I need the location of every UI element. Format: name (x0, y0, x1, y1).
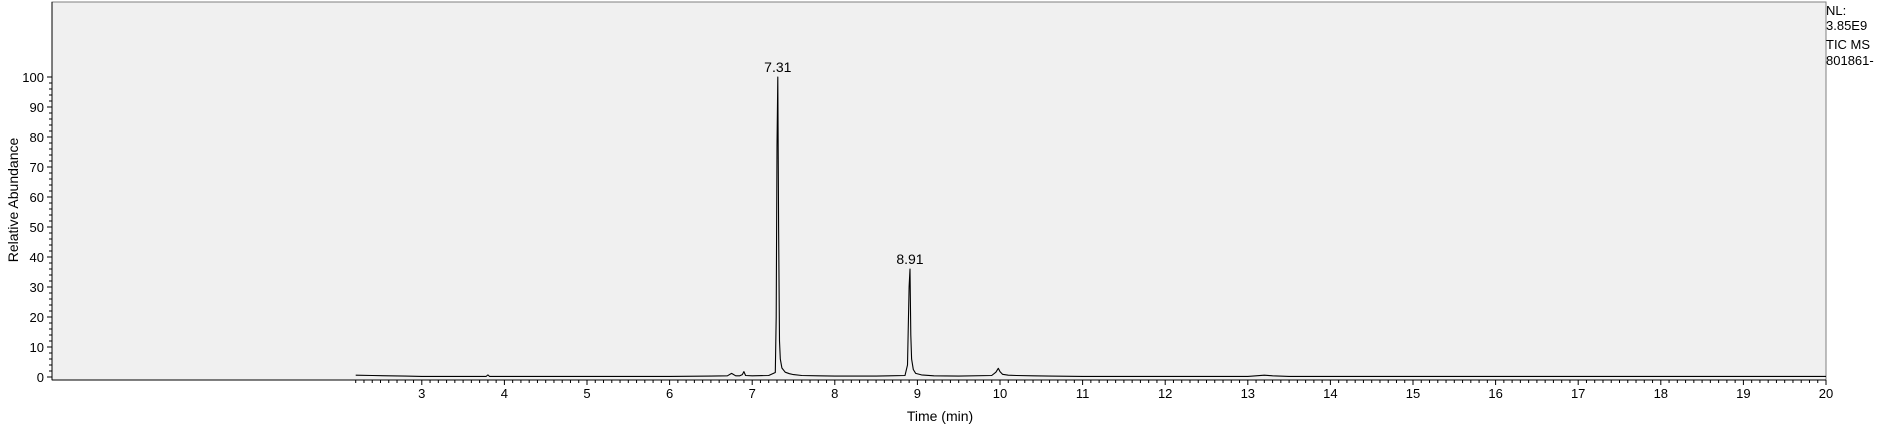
x-tick-label: 3 (418, 386, 425, 401)
plot-area (51, 1, 1827, 381)
x-tick-label: 9 (914, 386, 921, 401)
x-tick-label: 16 (1488, 386, 1502, 401)
y-tick-label: 90 (30, 100, 44, 115)
y-tick-label: 10 (30, 340, 44, 355)
x-tick-label: 13 (1241, 386, 1255, 401)
y-axis-title: Relative Abundance (5, 138, 21, 263)
x-tick-label: 18 (1654, 386, 1668, 401)
y-tick-label: 80 (30, 130, 44, 145)
x-tick-label: 10 (993, 386, 1007, 401)
x-tick-label: 5 (583, 386, 590, 401)
x-tick-label: 8 (831, 386, 838, 401)
y-tick-label: 60 (30, 190, 44, 205)
file-name: 801861- (1826, 53, 1874, 68)
nl-label: NL: (1826, 3, 1847, 18)
y-tick-label: 100 (22, 70, 44, 85)
x-tick-label: 15 (1406, 386, 1420, 401)
peak-label: 7.31 (764, 59, 791, 75)
y-tick-label: 0 (37, 370, 44, 385)
x-tick-label: 14 (1323, 386, 1337, 401)
tic-trace (355, 76, 1826, 377)
x-tick-label: 19 (1736, 386, 1750, 401)
y-tick-label: 50 (30, 220, 44, 235)
x-tick-label: 7 (749, 386, 756, 401)
x-tick-label: 11 (1076, 386, 1090, 401)
peak-label: 8.91 (896, 251, 923, 267)
x-tick-label: 20 (1819, 386, 1833, 401)
x-tick-label: 4 (501, 386, 508, 401)
x-tick-label: 6 (666, 386, 673, 401)
x-tick-label: 17 (1571, 386, 1585, 401)
scan-filter: TIC MS (1826, 37, 1871, 52)
x-tick-label: 12 (1158, 386, 1172, 401)
y-tick-label: 40 (30, 250, 44, 265)
x-axis-title: Time (min) (907, 408, 973, 424)
y-tick-label: 70 (30, 160, 44, 175)
y-tick-label: 30 (30, 280, 44, 295)
y-tick-label: 20 (30, 310, 44, 325)
nl-value: 3.85E9 (1826, 18, 1868, 33)
